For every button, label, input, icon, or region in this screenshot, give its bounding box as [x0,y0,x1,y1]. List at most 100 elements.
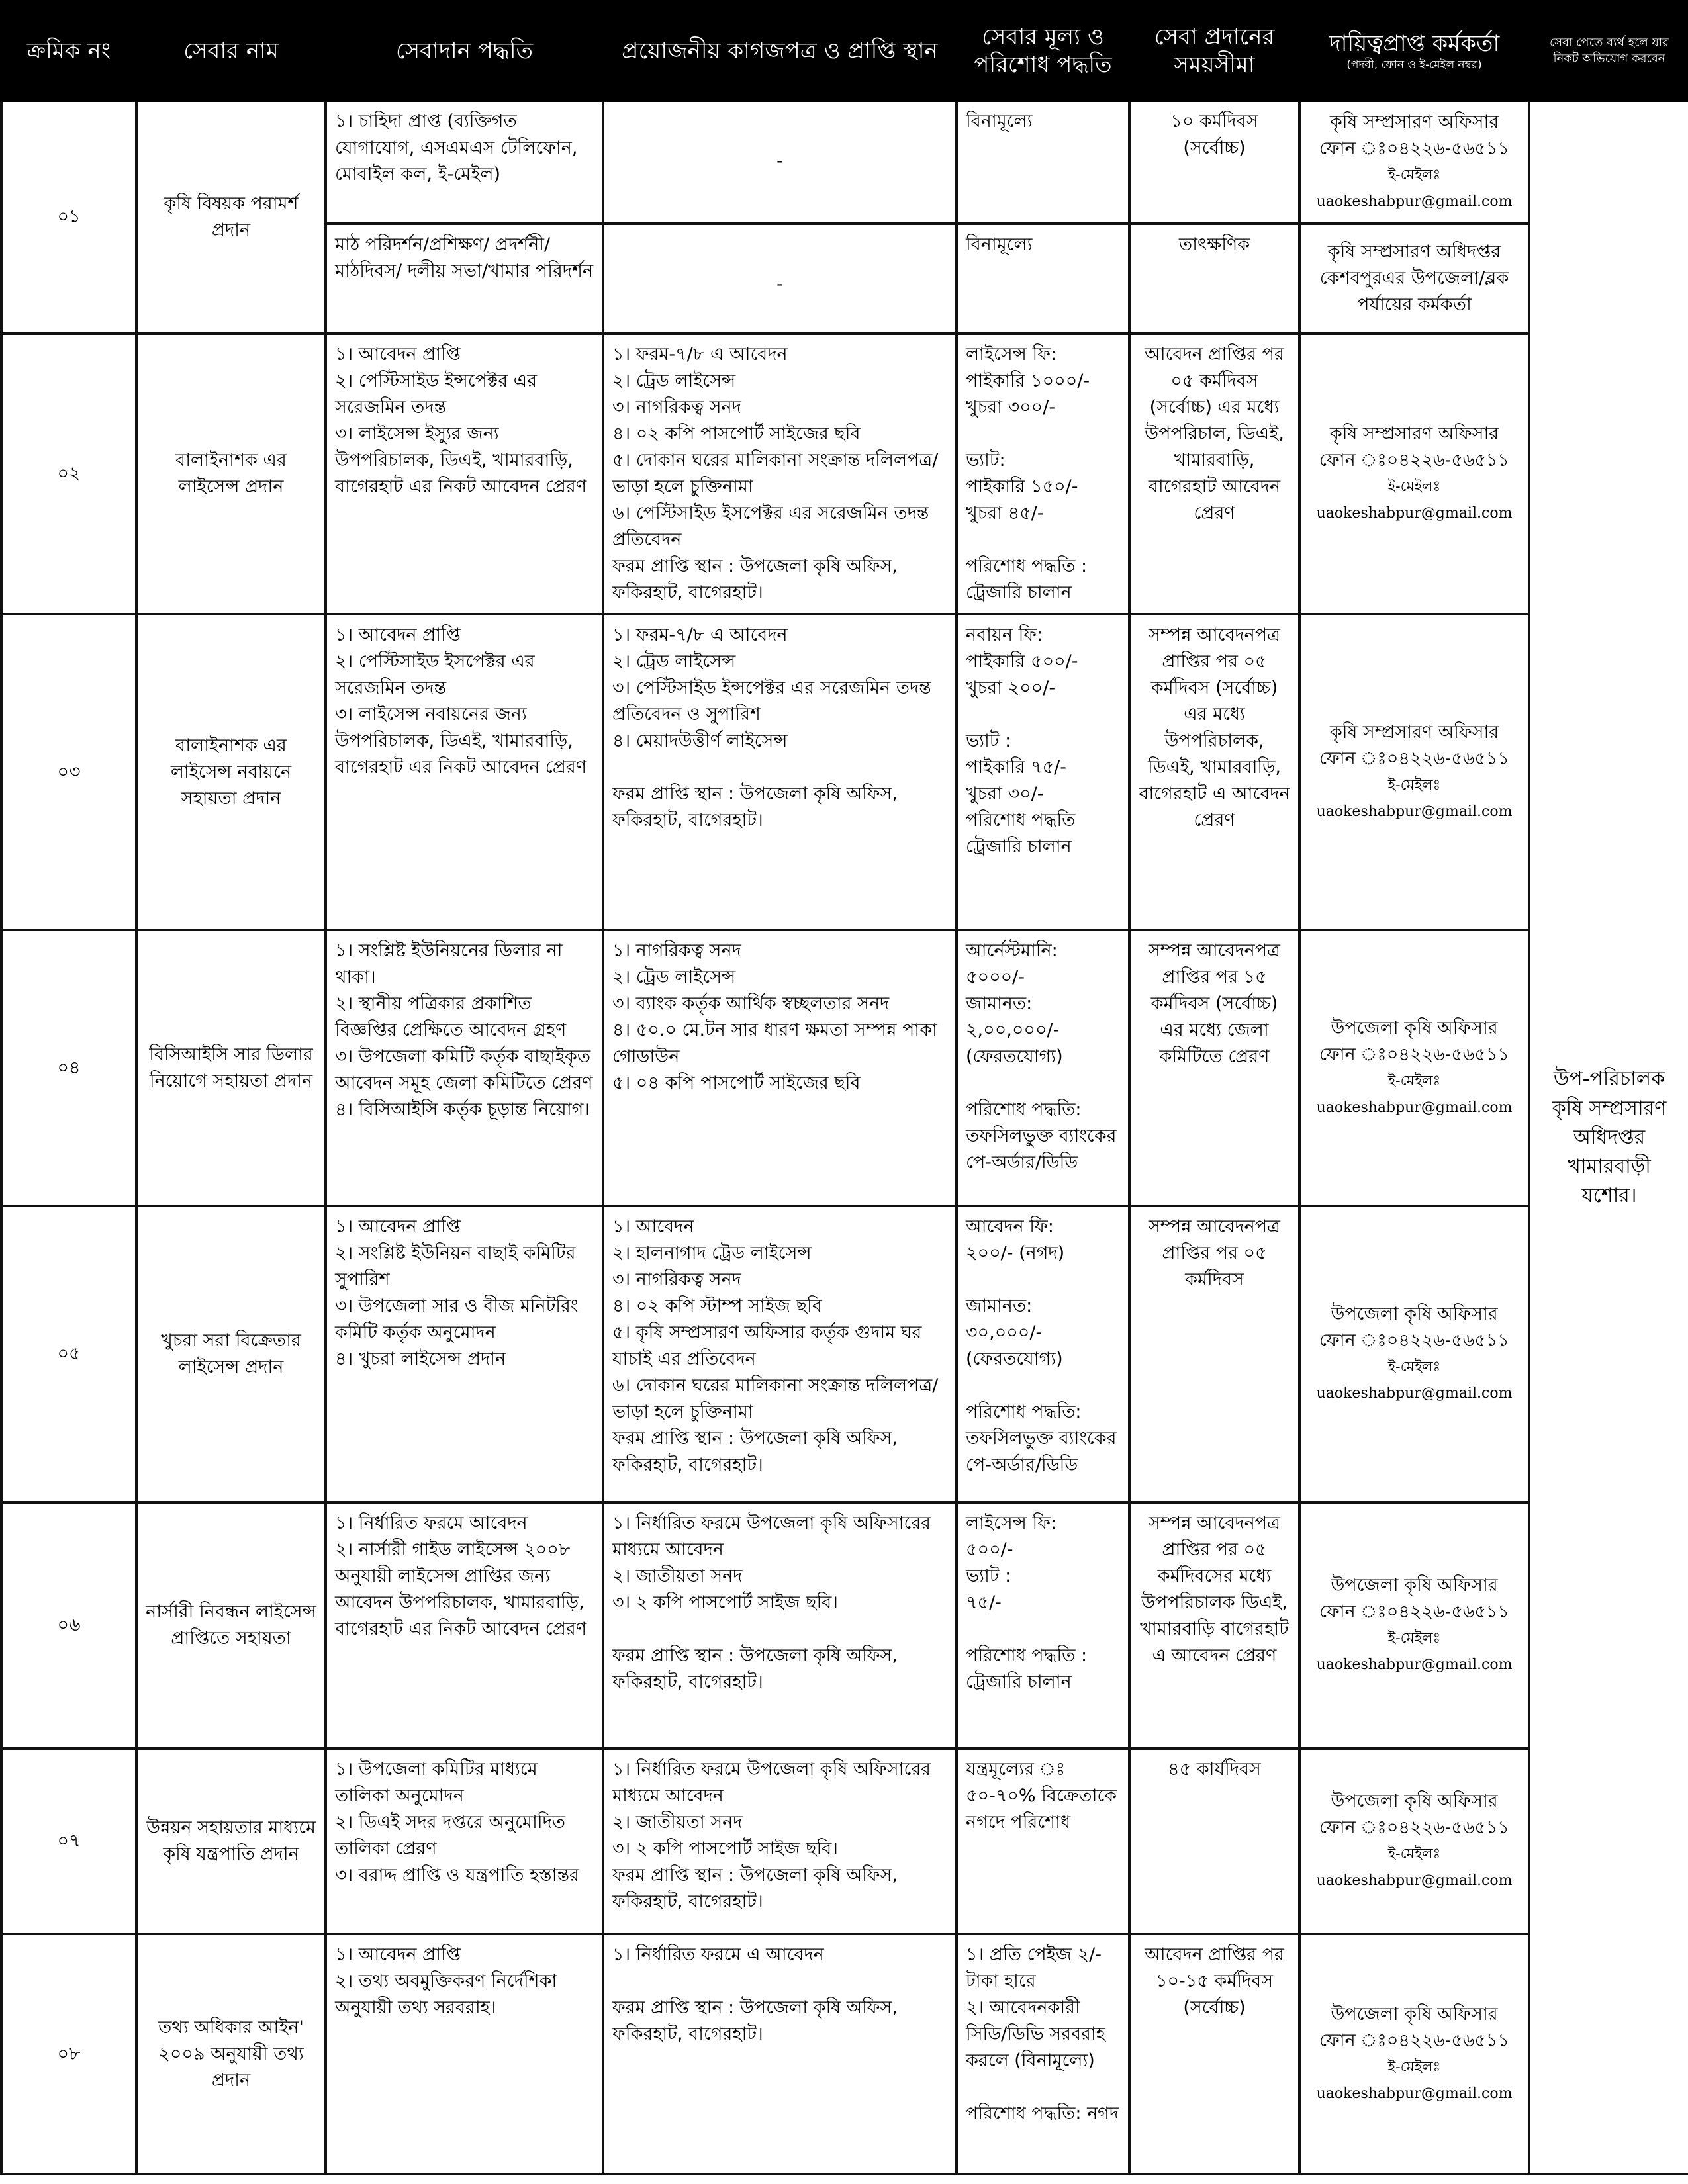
fee-line: পরিশোধ পদ্ধতি: নগদ [966,2103,1119,2124]
table-row: ০৬ নার্সারী নিবন্ধন লাইসেন্স প্রাপ্তিতে স… [0,1501,1688,1750]
method-line: ২। নার্সারী গাইড লাইসেন্স ২০০৮ অনুযায়ী … [335,1539,587,1639]
fee-cell: আবেদন ফি: ২০০/- (নগদ) জামানত: ৩০,০০০/- (ফেরত… [955,1205,1131,1504]
method-line: ৩। লাইসেন্স নবায়নের জন্য উপপরিচালক, ডিএ… [335,704,587,778]
documents-line: ফরম প্রাপ্তি স্থান : উপজেলা কৃষি অফিস, ফ… [612,784,898,831]
fee-line: পরিশোধ পদ্ধতি: [966,1099,1082,1120]
fee-line: জামানত: [966,993,1033,1014]
method-line: মাঠ পরিদর্শন/প্রশিক্ষণ/ প্রদর্শনী/মাঠদিব… [335,234,594,281]
documents-line: ১। নাগরিকত্ব সনদ [612,940,741,961]
officer-cell: উপজেলা কৃষি অফিসার ফোন ঃ০৪২২৬-৫৬৫১১ ই-মেইল… [1298,1933,1530,2175]
documents-line: ১। নির্ধারিত ফরমে এ আবেদন [612,1944,824,1965]
method-line: ১। আবেদন প্রাপ্তি [335,625,461,645]
time-cell: আবেদন প্রাপ্তির পর ১০-১৫ কর্মদিবস (সর্বো… [1128,1933,1301,2175]
fee-line [966,702,1120,728]
service-name-cell: খুচরা সরা বিক্রেতার লাইসেন্স প্রদান [135,1205,327,1504]
officer-title: উপজেলা কৃষি অফিসার [1331,1017,1498,1038]
header-officer-sub: (পদবী, ফোন ও ই-মেইল নম্বর) [1346,58,1482,71]
method-line: ২। পেস্টিসাইড ইন্সপেক্টর এর সরেজমিন তদন্… [335,371,538,418]
time-line: ১০ কর্মদিবস (সর্বোচ্চ) [1170,111,1258,158]
service-name-cell: নার্সারী নিবন্ধন লাইসেন্স প্রাপ্তিতে সহা… [135,1501,327,1750]
fee-line: পরিশোধ পদ্ধতি : [966,1645,1088,1666]
fee-line: পাইকারি ৭৫/- [966,757,1066,778]
table-row: ০৪ বিসিআইসি সার ডিলার নিয়োগে সহায়তা প্র… [0,929,1688,1207]
fee-cell: বিনামূল্যে [955,99,1131,225]
officer-cell: উপজেলা কৃষি অফিসার ফোন ঃ০৪২২৬-৫৬৫১১ ই-মেইল… [1298,1205,1530,1504]
method-line: ১। আবেদন প্রাপ্তি [335,1944,461,1965]
time-line: সম্পন্ন আবেদনপত্র প্রাপ্তির পর ১৫ কর্মদি… [1149,940,1280,1067]
officer-email: ই-মেইলঃ uaokeshabpur@gmail.com [1316,1359,1513,1402]
officer-cell: উপজেলা কৃষি অফিসার ফোন ঃ০৪২২৬-৫৬৫১১ ই-মেইল… [1298,1747,1530,1935]
documents-line: ফরম প্রাপ্তি স্থান : উপজেলা কৃষি অফিস, ফ… [612,556,898,603]
documents-line: ৪। ৫০.০ মে.টন সার ধারণ ক্ষমতা সম্পন্ন পা… [612,1020,937,1067]
officer-cell: কৃষি সম্প্রসারণ অফিসার ফোন ঃ০৪২২৬-৫৬৫১১ ই-… [1298,613,1530,931]
officer-cell: কৃষি সম্প্রসারণ অধিদপ্তর কেশবপুরএর উপজেল… [1298,222,1530,335]
fee-line [966,2074,1120,2101]
documents-line: ৪। মেয়াদউত্তীর্ণ লাইসেন্স [612,731,788,751]
method-line: ৩। উপজেলা সার ও বীজ মনিটরিং কমিটি কর্তৃক… [335,1296,579,1343]
documents-cell: ১। ফরম-৭/৮ এ আবেদন ২। ট্রেড লাইসেন্স ৩। পে… [602,613,958,931]
table-row: ০১ কৃষি বিষয়ক পরামর্শ প্রদান ১। চাহিদা প্… [0,99,1688,2175]
fee-line: লাইসেন্স ফি: [966,344,1057,365]
documents-line: ৫। কৃষি সম্প্রসারণ অফিসার কর্তৃক গুদাম ঘ… [612,1322,922,1369]
service-name-cell: তথ্য অধিকার আইন' ২০০৯ অনুযায়ী তথ্য প্রদ… [135,1933,327,2175]
fee-line: ২। আবেদনকারী সিডি/ডিভি সরবরাহ করলে (বিনা… [966,1997,1105,2071]
documents-cell: ১। নাগরিকত্ব সনদ ২। ট্রেড লাইসেন্স ৩। ব্যা… [602,929,958,1207]
method-line: ২। ডিএই সদর দপ্তরে অনুমোদিত তালিকা প্রের… [335,1812,566,1859]
method-line: ২। স্থানীয় পত্রিকার প্রকাশিত বিজ্ঞপ্তির… [335,993,567,1040]
officer-phone: ফোন ঃ০৪২২৬-৫৬৫১১ [1319,1817,1509,1838]
fee-line: আর্নেস্টমানি: [966,940,1058,961]
documents-line: ১। ফরম-৭/৮ এ আবেদন [612,344,788,365]
method-cell: ১। উপজেলা কমিটির মাধ্যমে তালিকা অনুমোদন ২… [324,1747,604,1935]
documents-line: ২। হালনাগাদ ট্রেড লাইসেন্স [612,1243,812,1263]
documents-line: ২। জাতীয়তা সনদ [612,1566,743,1586]
officer-email: ই-মেইলঃ uaokeshabpur@gmail.com [1316,167,1513,210]
fee-line: খুচরা ৩০০/- [966,397,1056,418]
documents-line [612,1968,947,1995]
documents-cell: ১। আবেদন ২। হালনাগাদ ট্রেড লাইসেন্স ৩। নাগ… [602,1205,958,1504]
officer-phone: ফোন ঃ০৪২২৬-৫৬৫১১ [1319,748,1509,769]
fee-line: পরিশোধ পদ্ধতি [966,810,1076,831]
complaint-authority-cell: উপ-পরিচালক কৃষি সম্প্রসারণ অধিদপ্তর খামা… [1528,99,1688,2175]
fee-line: বিনামূল্যে [966,111,1033,132]
documents-line [612,754,947,781]
fee-cell: বিনামূল্যে [955,222,1131,335]
officer-email: ই-মেইলঃ uaokeshabpur@gmail.com [1316,478,1513,522]
table-row: মাঠ পরিদর্শন/প্রশিক্ষণ/ প্রদর্শনী/মাঠদিব… [1,222,1688,335]
fee-line: খুচরা ৪৫/- [966,503,1044,523]
documents-line: ৫। দোকান ঘরের মালিকানা সংক্রান্ত দলিলপত্… [612,450,939,497]
serial-cell: ০২ [0,332,138,615]
fee-line [966,1373,1120,1399]
fee-line: ট্রেজারি চালান [966,1672,1072,1692]
method-line: ১। চাহিদা প্রাপ্ত (ব্যক্তিগত যোগাযোগ, এস… [335,111,578,185]
fee-line: ৫০০/- [966,1539,1013,1560]
header-row: ক্রমিক নং সেবার নাম সেবাদান পদ্ধতি প্রয়… [0,0,1688,102]
serial-cell: ০৭ [0,1747,138,1935]
service-name-cell: উন্নয়ন সহায়তার মাধ্যমে কৃষি যন্ত্রপাতি… [135,1747,327,1935]
officer-phone: ফোন ঃ০৪২২৬-৫৬৫১১ [1319,1602,1509,1622]
header-time: সেবা প্রদানের সময়সীমা [1128,0,1301,102]
method-cell: ১। আবেদন প্রাপ্তি ২। সংশ্লিষ্ট ইউনিয়ন বা… [324,1205,604,1504]
method-cell: ১। সংশ্লিষ্ট ইউনিয়নের ডিলার না থাকা। ২। … [324,929,604,1207]
table-row: ০২ বালাইনাশক এর লাইসেন্স প্রদান ১। আবেদন প… [0,332,1688,615]
serial-cell: ০৪ [0,929,138,1207]
documents-line: ফরম প্রাপ্তি স্থান : উপজেলা কৃষি অফিস, ফ… [612,1645,898,1692]
fee-line: পাইকারি ১০০০/- [966,371,1090,391]
documents-line: ১। নির্ধারিত ফরমে উপজেলা কৃষি অফিসারের ম… [612,1513,931,1560]
fee-cell: লাইসেন্স ফি: পাইকারি ১০০০/- খুচরা ৩০০/- ভ্য… [955,332,1131,615]
fee-line: ট্রেজারি চালান [966,582,1072,603]
fee-line: ৫০০০/- [966,967,1025,987]
officer-title: উপজেলা কৃষি অফিসার [1331,1304,1498,1324]
officer-phone: ফোন ঃ০৪২২৬-৫৬৫১১ [1319,138,1509,159]
method-line: ১। আবেদন প্রাপ্তি [335,1216,461,1237]
documents-cell: ১। ফরম-৭/৮ এ আবেদন ২। ট্রেড লাইসেন্স ৩। না… [602,332,958,615]
method-line: ২। তথ্য অবমুক্তিকরণ নির্দেশিকা অনুযায়ী … [335,1971,557,2018]
officer-email: ই-মেইলঃ uaokeshabpur@gmail.com [1316,1846,1513,1889]
officer-email: ই-মেইলঃ uaokeshabpur@gmail.com [1316,776,1513,820]
fee-cell: যন্ত্রমূল্যের ঃ ৫০-৭০% বিক্রেতাকে নগদে প… [955,1747,1131,1935]
documents-line: ৩। ব্যাংক কর্তৃক আর্থিক স্বচ্ছলতার সনদ [612,993,890,1014]
fee-line [966,1070,1120,1097]
table-body: ০১ কৃষি বিষয়ক পরামর্শ প্রদান ১। চাহিদা প্… [0,99,1688,2175]
fee-line: যন্ত্রমূল্যের ঃ ৫০-৭০% বিক্রেতাকে নগদে প… [966,1759,1117,1833]
header-serial: ক্রমিক নং [0,0,138,102]
documents-line: ৫। ০৪ কপি পাসপোর্ট সাইজের ছবি [612,1073,861,1093]
